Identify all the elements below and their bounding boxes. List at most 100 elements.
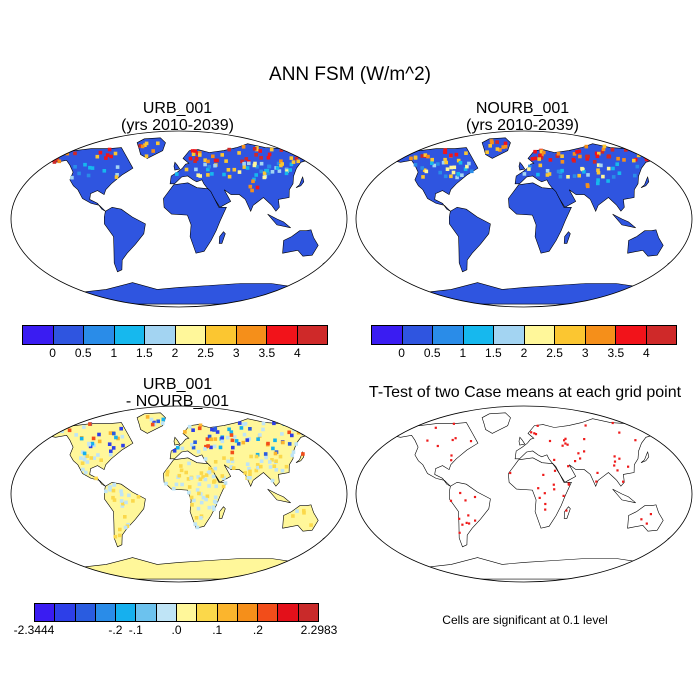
grid-cell: [248, 427, 252, 431]
grid-cell: [160, 421, 165, 426]
grid-cell: [245, 462, 250, 466]
grid-cell: [77, 171, 81, 176]
grid-cell: [577, 173, 581, 178]
grid-cell: [258, 433, 262, 437]
significant-cell: [465, 521, 468, 524]
panel2-title-line1: NOURB_001: [475, 100, 570, 117]
grid-cell: [594, 151, 599, 156]
grid-cell: [165, 469, 170, 474]
grid-cell: [438, 170, 442, 175]
grid-cell: [270, 458, 274, 462]
grid-cell: [230, 459, 235, 464]
grid-cell: [291, 514, 295, 518]
colorbar-urb: [22, 325, 328, 345]
grid-cell: [503, 141, 508, 146]
colorbar-tick-label: 1: [110, 346, 118, 360]
colorbar-swatch: [175, 326, 206, 344]
grid-cell: [470, 169, 474, 174]
grid-cell: [88, 422, 92, 426]
grid-cell: [248, 476, 252, 480]
significant-cell: [561, 444, 564, 447]
grid-cell: [104, 156, 108, 160]
grid-cell: [156, 141, 160, 146]
grid-cell: [53, 151, 57, 156]
significant-cell: [616, 469, 619, 472]
grid-cell: [290, 453, 295, 458]
grid-cell: [184, 167, 189, 172]
grid-cell: [617, 171, 622, 175]
grid-cell: [596, 181, 600, 186]
grid-cell: [152, 420, 156, 425]
grid-cell: [455, 175, 459, 180]
grid-cell: [107, 147, 112, 152]
colorbar-swatch: [433, 326, 464, 344]
colorbar-nourb: [371, 325, 677, 345]
grid-cell: [253, 161, 257, 166]
grid-cell: [566, 175, 570, 179]
colorbar-swatch: [145, 326, 176, 344]
grid-cell: [460, 173, 464, 177]
grid-cell: [275, 166, 280, 170]
grid-cell: [601, 147, 606, 152]
colorbar-swatch: [402, 326, 433, 344]
continent-northAmerica: [45, 422, 134, 487]
colorbar-tick-label: .1: [212, 623, 223, 637]
grid-cell: [606, 179, 610, 183]
grid-cell: [197, 482, 202, 486]
grid-cell: [259, 459, 264, 463]
grid-cell: [315, 156, 319, 160]
grid-cell: [194, 516, 199, 520]
grid-cell: [187, 461, 191, 466]
colorbar-swatch: [298, 604, 318, 621]
grid-cell: [271, 446, 275, 451]
significant-cell: [544, 502, 547, 506]
grid-cell: [495, 140, 499, 144]
grid-cell: [97, 432, 101, 437]
grid-cell: [172, 486, 176, 491]
continent-southAmerica: [103, 481, 146, 548]
grid-cell: [533, 156, 538, 161]
grid-cell: [88, 165, 92, 170]
grid-cell: [538, 153, 542, 158]
continent-northAmerica: [390, 422, 479, 487]
grid-cell: [226, 459, 230, 464]
colorbar-tick-label: 3.5: [607, 346, 625, 360]
grid-cell: [179, 468, 184, 473]
colorbar-swatch: [258, 604, 279, 621]
grid-cell: [220, 474, 225, 478]
grid-cell: [259, 464, 263, 469]
significant-cell: [567, 465, 570, 468]
colorbar-swatch: [463, 326, 494, 344]
grid-cell: [287, 430, 291, 435]
grid-cell: [452, 165, 457, 170]
colorbar-swatch: [206, 326, 237, 344]
grid-cell: [449, 174, 453, 179]
grid-cell: [82, 451, 87, 456]
colorbar-tick-label: 1.5: [485, 346, 502, 360]
grid-cell: [413, 156, 418, 160]
significant-cell: [509, 471, 512, 475]
grid-cell: [241, 422, 246, 427]
grid-cell: [441, 160, 446, 165]
continent-uk: [518, 436, 526, 446]
colorbar-urb-labels: 0 0.5 1 1.5 2 2.5 3 3.5 4: [22, 346, 328, 362]
grid-cell: [212, 428, 216, 432]
grid-cell: [151, 149, 155, 153]
grid-cell: [291, 450, 296, 454]
grid-cell: [266, 171, 271, 176]
grid-cell: [207, 434, 212, 439]
grid-cell: [624, 148, 628, 152]
continent-uk: [173, 161, 181, 171]
grid-cell: [560, 160, 565, 164]
grid-cell: [85, 454, 90, 458]
grid-cell: [194, 157, 199, 161]
significant-cell: [618, 457, 621, 460]
grid-cell: [302, 508, 306, 513]
significant-cell: [618, 431, 621, 434]
grid-cell: [528, 164, 532, 169]
grid-cell: [252, 177, 256, 182]
significant-cell: [563, 439, 566, 442]
grid-cell: [231, 466, 236, 470]
grid-cell: [119, 499, 124, 503]
grid-cell: [229, 433, 234, 437]
